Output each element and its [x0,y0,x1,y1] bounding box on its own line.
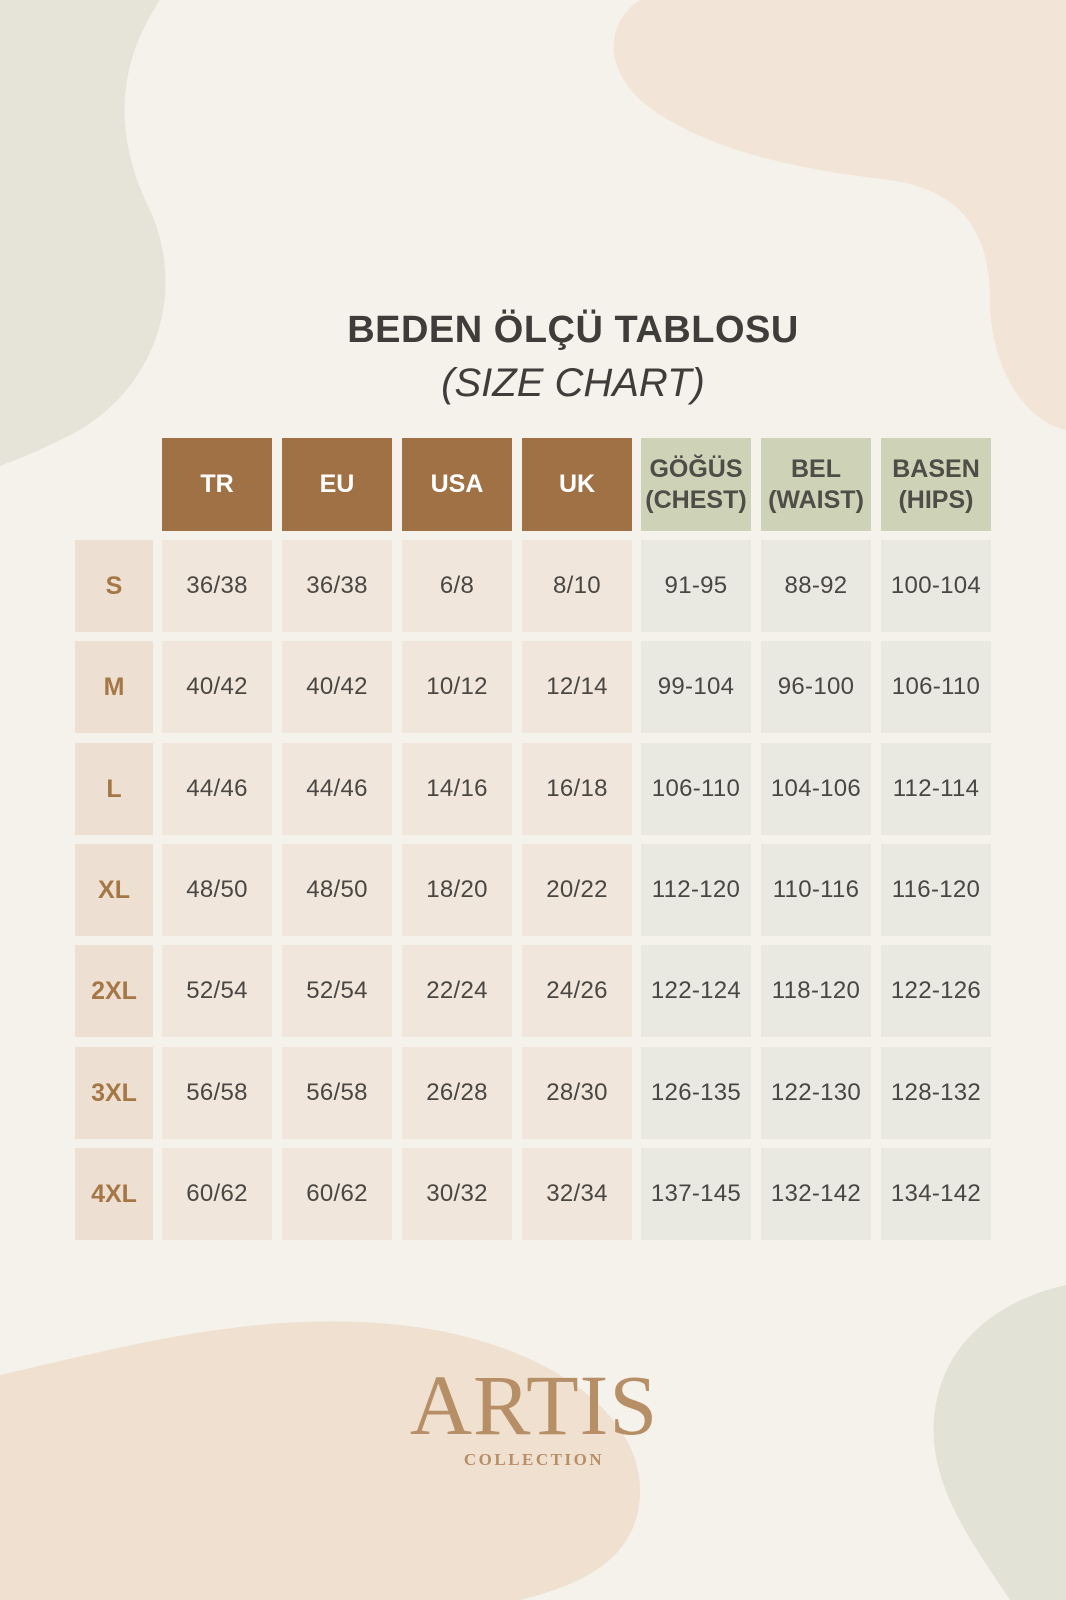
table-cell: 132-142 [761,1148,871,1240]
table-cell: 52/54 [162,945,272,1037]
table-cell: 44/46 [162,743,272,835]
table-cell: 40/42 [162,641,272,733]
bottom-left-blob [0,1321,640,1600]
column-header: UK [522,438,632,531]
table-cell: 20/22 [522,844,632,936]
table-cell: 32/34 [522,1148,632,1240]
table-cell: 40/42 [282,641,392,733]
table-cell: 60/62 [162,1148,272,1240]
table-cell: 128-132 [881,1047,991,1139]
table-cell: 22/24 [402,945,512,1037]
table-cell: 36/38 [282,540,392,632]
bottom-right-blob [933,1285,1066,1600]
table-cell: 137-145 [641,1148,751,1240]
table-cell: 126-135 [641,1047,751,1139]
table-cell: 122-124 [641,945,751,1037]
table-cell: 52/54 [282,945,392,1037]
column-header: EU [282,438,392,531]
table-cell: 134-142 [881,1148,991,1240]
title-block: BEDEN ÖLÇÜ TABLOSU (SIZE CHART) [0,302,1066,408]
table-cell: 122-130 [761,1047,871,1139]
table-cell: 30/32 [402,1148,512,1240]
table-cell: 24/26 [522,945,632,1037]
table-cell: 110-116 [761,844,871,936]
table-cell: 106-110 [881,641,991,733]
table-cell: 88-92 [761,540,871,632]
table-cell: 122-126 [881,945,991,1037]
column-header: GÖĞÜS (CHEST) [641,438,751,531]
row-size-label: S [75,540,153,632]
table-cell: 8/10 [522,540,632,632]
table-cell: 6/8 [402,540,512,632]
table-cell: 44/46 [282,743,392,835]
table-cell: 112-120 [641,844,751,936]
table-cell: 36/38 [162,540,272,632]
column-header: BEL (WAIST) [761,438,871,531]
table-cell: 48/50 [162,844,272,936]
brand-logo: ARTIS COLLECTION [384,1362,684,1470]
row-size-label: 4XL [75,1148,153,1240]
row-size-label: L [75,743,153,835]
table-cell: 14/16 [402,743,512,835]
table-cell: 16/18 [522,743,632,835]
column-header: BASEN (HIPS) [881,438,991,531]
left-blob [0,0,166,466]
table-cell: 26/28 [402,1047,512,1139]
page-subtitle: (SIZE CHART) [441,361,705,405]
table-cell: 100-104 [881,540,991,632]
logo-subtitle: COLLECTION [463,1450,605,1469]
page-title: BEDEN ÖLÇÜ TABLOSU [347,309,799,351]
table-cell: 60/62 [282,1148,392,1240]
table-cell: 118-120 [761,945,871,1037]
table-cell: 104-106 [761,743,871,835]
table-cell: 28/30 [522,1047,632,1139]
logo-wordmark: ARTIS [409,1357,659,1453]
column-header: TR [162,438,272,531]
table-cell: 106-110 [641,743,751,835]
table-cell: 99-104 [641,641,751,733]
table-cell: 10/12 [402,641,512,733]
top-right-blob [613,0,1066,430]
table-cell: 12/14 [522,641,632,733]
table-cell: 56/58 [162,1047,272,1139]
table-cell: 56/58 [282,1047,392,1139]
table-cell: 91-95 [641,540,751,632]
table-cell: 116-120 [881,844,991,936]
column-header: USA [402,438,512,531]
table-cell: 18/20 [402,844,512,936]
table-cell: 96-100 [761,641,871,733]
row-size-label: 3XL [75,1047,153,1139]
row-size-label: XL [75,844,153,936]
table-cell: 112-114 [881,743,991,835]
row-size-label: 2XL [75,945,153,1037]
row-size-label: M [75,641,153,733]
table-cell: 48/50 [282,844,392,936]
